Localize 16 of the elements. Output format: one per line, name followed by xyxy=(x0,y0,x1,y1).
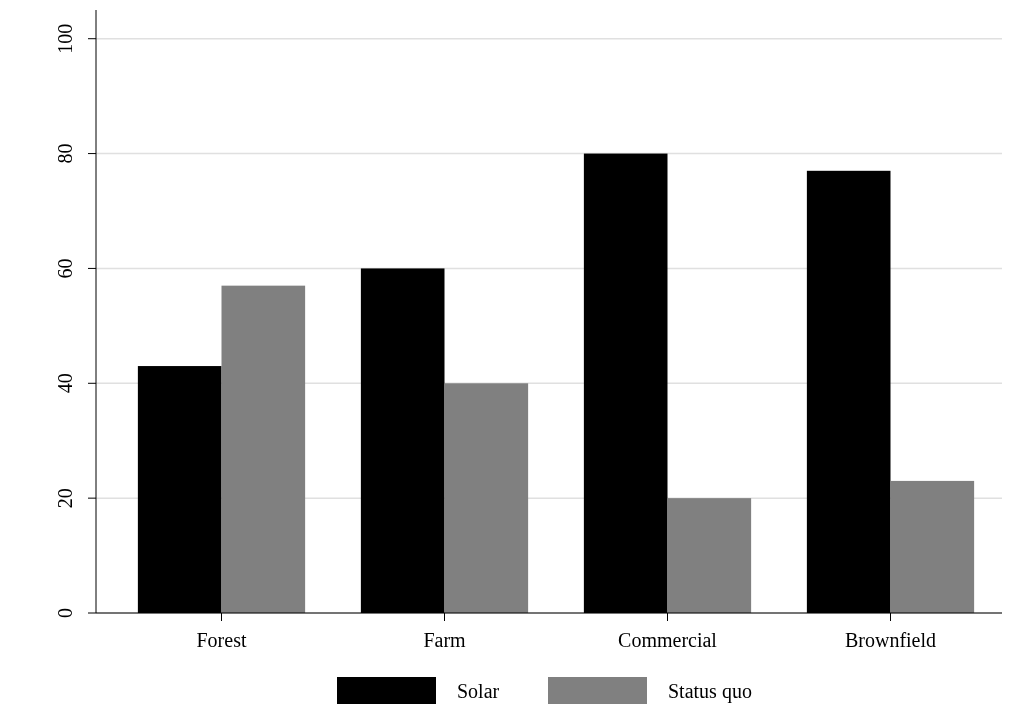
bar xyxy=(890,480,975,613)
bar xyxy=(444,383,529,613)
y-tick-label: 0 xyxy=(54,608,76,618)
y-tick-label: 80 xyxy=(54,143,76,164)
x-tick-label: Brownfield xyxy=(844,629,937,651)
legend-label: Status quo xyxy=(668,680,752,703)
y-tick-label: 100 xyxy=(54,23,76,54)
y-tick-label: 40 xyxy=(54,373,76,394)
legend-label: Solar xyxy=(457,680,500,702)
x-tick-label: Commercial xyxy=(618,629,718,651)
x-tick-label: Farm xyxy=(423,629,467,651)
bar xyxy=(221,285,306,613)
y-tick-label: 60 xyxy=(54,258,76,279)
x-tick-label: Forest xyxy=(196,629,247,651)
y-tick-label: 20 xyxy=(54,488,76,509)
bar xyxy=(667,498,752,613)
